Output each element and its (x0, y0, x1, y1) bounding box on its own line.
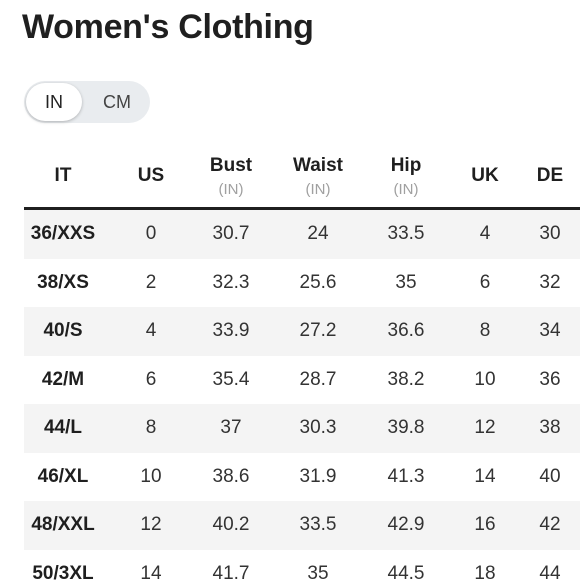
table-row: 40/S 4 33.9 27.2 36.6 8 34 (24, 307, 580, 356)
column-header-label: IT (54, 165, 72, 186)
cell-uk: 4 (479, 223, 491, 245)
cell-waist: 24 (307, 223, 329, 245)
cell-us: 12 (140, 514, 162, 536)
cell-it: 50/3XL (32, 562, 94, 580)
cell-us: 4 (145, 320, 157, 342)
cell-it: 40/S (43, 320, 83, 342)
cell-it: 36/XXS (30, 223, 96, 245)
cell-bust: 35.4 (212, 368, 250, 390)
cell-us: 8 (145, 417, 157, 439)
column-header-label: Bust (209, 154, 253, 176)
cell-us: 14 (140, 562, 162, 580)
cell-hip: 39.8 (387, 417, 425, 439)
size-table: IT US Bust (IN) Waist (IN) Hip (IN) UK D… (24, 142, 580, 580)
cell-de: 36 (539, 368, 561, 390)
column-header-label: Hip (390, 154, 422, 176)
cell-waist: 25.6 (299, 271, 337, 293)
column-header-us: US (112, 142, 190, 210)
table-row: 42/M 6 35.4 28.7 38.2 10 36 (24, 356, 580, 405)
cell-de: 32 (539, 271, 561, 293)
cell-uk: 16 (474, 514, 496, 536)
unit-toggle: IN CM (24, 81, 150, 123)
cell-hip: 41.3 (387, 465, 425, 487)
cell-waist: 35 (307, 562, 329, 580)
column-header-de: DE (520, 142, 580, 210)
cell-hip: 38.2 (387, 368, 425, 390)
cell-hip: 36.6 (387, 320, 425, 342)
cell-waist: 27.2 (299, 320, 337, 342)
table-row: 46/XL 10 38.6 31.9 41.3 14 40 (24, 453, 580, 502)
cell-bust: 37 (220, 417, 242, 439)
unit-option-cm[interactable]: CM (103, 91, 131, 112)
cell-de: 42 (539, 514, 561, 536)
cell-waist: 28.7 (299, 368, 337, 390)
column-header-label: Waist (293, 154, 343, 176)
table-row: 44/L 8 37 30.3 39.8 12 38 (24, 404, 580, 453)
cell-it: 48/XXL (31, 514, 95, 536)
cell-uk: 14 (474, 465, 496, 487)
column-header-label: DE (536, 165, 564, 186)
column-header-waist: Waist (IN) (279, 142, 357, 210)
cell-hip: 33.5 (387, 223, 425, 245)
column-header-hip: Hip (IN) (367, 142, 445, 210)
column-header-unit: (IN) (218, 180, 244, 198)
table-row: 48/XXL 12 40.2 33.5 42.9 16 42 (24, 501, 580, 550)
column-header-label: UK (471, 165, 499, 186)
table-row: 50/3XL 14 41.7 35 44.5 18 44 (24, 550, 580, 580)
table-row: 36/XXS 0 30.7 24 33.5 4 30 (24, 210, 580, 259)
cell-waist: 33.5 (299, 514, 337, 536)
cell-uk: 8 (479, 320, 491, 342)
cell-bust: 41.7 (212, 562, 250, 580)
cell-bust: 33.9 (212, 320, 250, 342)
cell-de: 44 (539, 562, 561, 580)
cell-uk: 6 (479, 271, 491, 293)
cell-it: 38/XS (37, 271, 89, 293)
cell-hip: 44.5 (387, 562, 425, 580)
cell-waist: 30.3 (299, 417, 337, 439)
column-header-it: IT (24, 142, 102, 210)
cell-bust: 38.6 (212, 465, 250, 487)
column-header-unit: (IN) (305, 180, 331, 198)
column-header-unit: (IN) (393, 180, 419, 198)
cell-us: 2 (145, 271, 157, 293)
cell-uk: 10 (474, 368, 496, 390)
column-header-label: US (137, 165, 165, 186)
cell-de: 40 (539, 465, 561, 487)
cell-hip: 42.9 (387, 514, 425, 536)
column-header-uk: UK (446, 142, 524, 210)
table-header: IT US Bust (IN) Waist (IN) Hip (IN) UK D… (24, 142, 580, 210)
cell-de: 30 (539, 223, 561, 245)
cell-us: 6 (145, 368, 157, 390)
cell-waist: 31.9 (299, 465, 337, 487)
cell-bust: 30.7 (212, 223, 250, 245)
cell-us: 0 (145, 223, 157, 245)
column-header-bust: Bust (IN) (192, 142, 270, 210)
page-title: Women's Clothing (22, 8, 314, 46)
cell-de: 34 (539, 320, 561, 342)
cell-it: 42/M (41, 368, 85, 390)
cell-bust: 32.3 (212, 271, 250, 293)
cell-bust: 40.2 (212, 514, 250, 536)
cell-hip: 35 (395, 271, 417, 293)
cell-uk: 18 (474, 562, 496, 580)
table-row: 38/XS 2 32.3 25.6 35 6 32 (24, 259, 580, 308)
cell-it: 46/XL (37, 465, 89, 487)
unit-option-in[interactable]: IN (26, 83, 82, 121)
cell-uk: 12 (474, 417, 496, 439)
cell-de: 38 (539, 417, 561, 439)
cell-it: 44/L (43, 417, 83, 439)
cell-us: 10 (140, 465, 162, 487)
